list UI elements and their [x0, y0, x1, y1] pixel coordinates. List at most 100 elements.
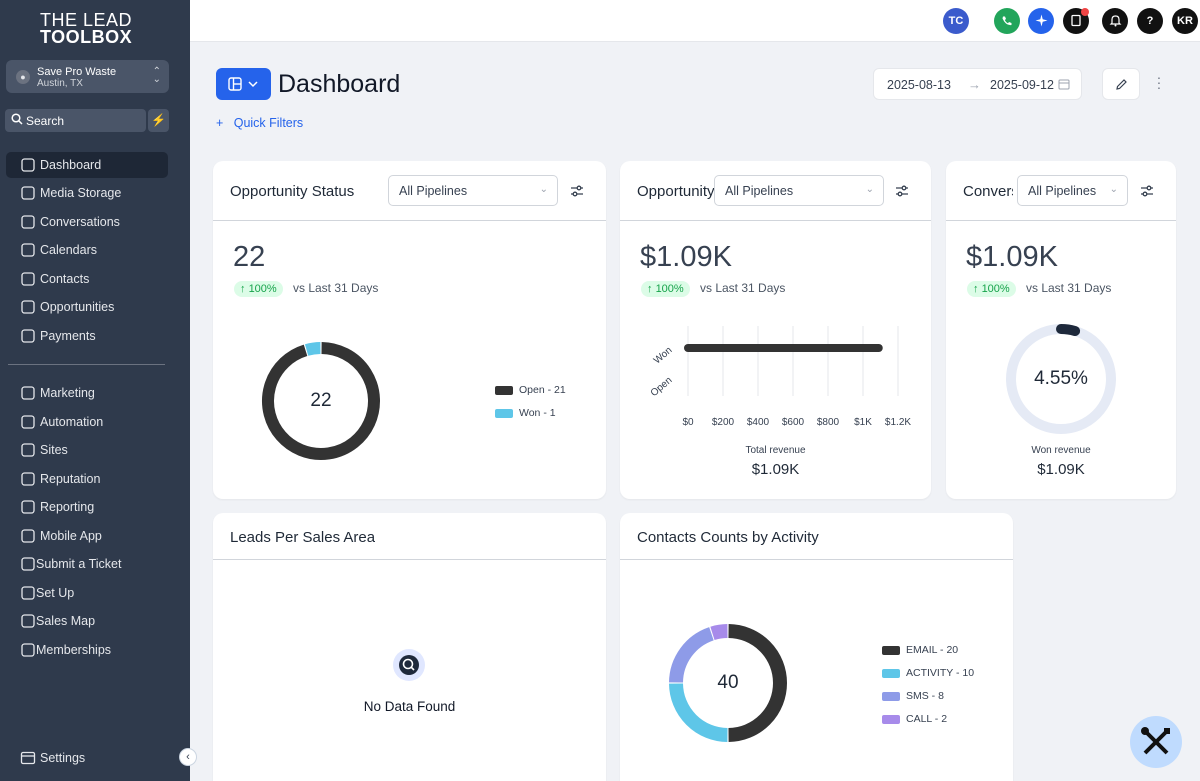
card-contacts-by-activity: Contacts Counts by Activity 40 EMAIL - 2…: [620, 513, 1013, 781]
card-leads-per-sales-area: Leads Per Sales Area No Data Found: [213, 513, 606, 781]
contacts-icon: [21, 272, 35, 286]
opportunity-status-donut: [262, 342, 380, 460]
cart-icon: [21, 386, 35, 400]
sidebar-item-set-up[interactable]: Set Up: [6, 580, 168, 606]
sidebar-item-memberships[interactable]: Memberships: [6, 637, 168, 663]
bell-icon[interactable]: [1102, 8, 1128, 34]
sidebar-item-opportunities[interactable]: Opportunities: [6, 294, 168, 320]
card-title: Leads Per Sales Area: [230, 529, 376, 546]
sidebar-item-settings[interactable]: Settings: [6, 745, 168, 771]
legend-call: CALL - 2: [882, 713, 947, 725]
date-start: 2025-08-13: [887, 78, 951, 92]
y-tick-label: Open: [649, 375, 675, 399]
image-icon: [21, 186, 35, 200]
card-conversion-rate: Conversion Rate All Pipelines⌄ $1.09K ↑ …: [946, 161, 1176, 499]
card-title: Conversion Rate: [963, 183, 1013, 200]
sidebar-item-marketing[interactable]: Marketing: [6, 380, 168, 406]
notification-dot: [1081, 8, 1089, 16]
comparison-label: vs Last 31 Days: [1026, 281, 1112, 295]
sidebar-divider: [8, 364, 165, 365]
sidebar-item-reputation[interactable]: Reputation: [6, 466, 168, 492]
top-bar: TC ? KR: [190, 0, 1200, 42]
legend-open: Open - 21: [495, 384, 566, 396]
chat-icon: [21, 215, 35, 229]
filter-sliders-icon[interactable]: [1140, 184, 1154, 198]
sidebar-item-sales-map[interactable]: Sales Map: [6, 608, 168, 634]
donut-center-label: 40: [717, 672, 739, 693]
sidebar-item-automation[interactable]: Automation: [6, 409, 168, 435]
won-revenue-value: $1.09K: [1037, 461, 1085, 478]
filter-sliders-icon[interactable]: [895, 184, 909, 198]
pipeline-select[interactable]: All Pipelines ⌄: [714, 175, 884, 206]
legend-activity: ACTIVITY - 10: [882, 667, 974, 679]
sidebar-item-submit-a-ticket[interactable]: Submit a Ticket: [6, 551, 168, 577]
card-header: Opportunity Status All Pipelines ⌄: [213, 161, 606, 221]
sidebar-item-dashboard[interactable]: Dashboard: [6, 152, 168, 178]
conversion-rate-gauge: [1006, 324, 1116, 434]
opportunity-value-bar-chart: $0 $200 $400 $600 $800 $1K $1.2K Won Open: [649, 326, 911, 428]
slice-call[interactable]: [710, 624, 728, 641]
card-header: Conversion Rate All Pipelines⌄: [946, 161, 1176, 221]
automation-icon: [21, 415, 35, 429]
date-range-picker[interactable]: 2025-08-13 → 2025-09-12: [873, 68, 1082, 100]
sidebar-item-payments[interactable]: Payments: [6, 323, 168, 349]
calendar-icon: [21, 243, 35, 257]
more-options-icon[interactable]: · · ·: [1156, 69, 1162, 95]
slice-activity[interactable]: [669, 683, 728, 742]
collapse-sidebar-button[interactable]: ‹: [179, 748, 197, 766]
legend-won: Won - 1: [495, 407, 556, 419]
change-badge: ↑ 100%: [641, 281, 690, 297]
search-icon: [11, 113, 23, 125]
kpi-value: $1.09K: [640, 241, 732, 273]
legend-email: EMAIL - 20: [882, 644, 958, 656]
layout-icon: [228, 77, 242, 91]
chevron-down-icon: ⌄: [539, 184, 548, 195]
gauge-center-label: 4.55%: [1034, 368, 1088, 389]
sidebar-item-reporting[interactable]: Reporting: [6, 494, 168, 520]
location-city: Austin, TX: [37, 78, 83, 89]
quick-filters-link[interactable]: + Quick Filters: [216, 116, 304, 130]
slice-won[interactable]: [1056, 324, 1081, 337]
empty-state-icon: [393, 649, 425, 681]
pipeline-select[interactable]: All Pipelines ⌄: [1017, 175, 1128, 206]
slice-sms[interactable]: [669, 627, 714, 683]
sidebar-item-sites[interactable]: Sites: [6, 437, 168, 463]
dollar-icon: [21, 329, 35, 343]
slice-open[interactable]: [262, 342, 380, 460]
location-switcher[interactable]: ● Save Pro Waste Austin, TX ⌃ ⌄: [6, 60, 169, 93]
slice-email[interactable]: [728, 624, 787, 742]
kpi-value: $1.09K: [966, 241, 1058, 273]
slice-won[interactable]: [304, 342, 321, 356]
x-tick-label: $800: [817, 417, 840, 428]
phone-icon[interactable]: [994, 8, 1020, 34]
pipeline-select[interactable]: All Pipelines ⌄: [388, 175, 558, 206]
change-badge: ↑ 100%: [234, 281, 283, 297]
sparkle-icon[interactable]: [1028, 8, 1054, 34]
floating-tools-button[interactable]: [1130, 716, 1182, 768]
card-title: Opportunity Status: [230, 183, 355, 200]
gear-icon: [21, 586, 35, 600]
edit-dashboard-button[interactable]: [1102, 68, 1140, 100]
sidebar-item-contacts[interactable]: Contacts: [6, 266, 168, 292]
sidebar-item-conversations[interactable]: Conversations: [6, 209, 168, 235]
avatar-tc[interactable]: TC: [943, 8, 969, 34]
avatar-kr[interactable]: KR: [1172, 8, 1198, 34]
bolt-icon[interactable]: ⚡: [148, 109, 169, 132]
dollar-circle-icon: [21, 300, 35, 314]
chart-icon: [21, 500, 35, 514]
search-input[interactable]: Search: [5, 109, 146, 132]
sidebar-item-media-storage[interactable]: Media Storage: [6, 180, 168, 206]
notes-icon[interactable]: [1063, 8, 1089, 34]
x-tick-label: $1K: [854, 417, 872, 428]
total-revenue-value: $1.09K: [751, 461, 800, 478]
filter-sliders-icon[interactable]: [570, 184, 584, 198]
help-icon[interactable]: ?: [1137, 8, 1163, 34]
date-end: 2025-09-12: [990, 78, 1054, 92]
sidebar-item-mobile-app[interactable]: Mobile App: [6, 523, 168, 549]
mobile-icon: [21, 529, 35, 543]
dashboard-switcher-button[interactable]: [216, 68, 271, 100]
sidebar-item-calendars[interactable]: Calendars: [6, 237, 168, 263]
chevron-down-icon: [248, 81, 258, 88]
brand-logo[interactable]: THE LEAD TOOLBOX: [40, 10, 133, 47]
card-title: Contacts Counts by Activity: [637, 529, 819, 546]
